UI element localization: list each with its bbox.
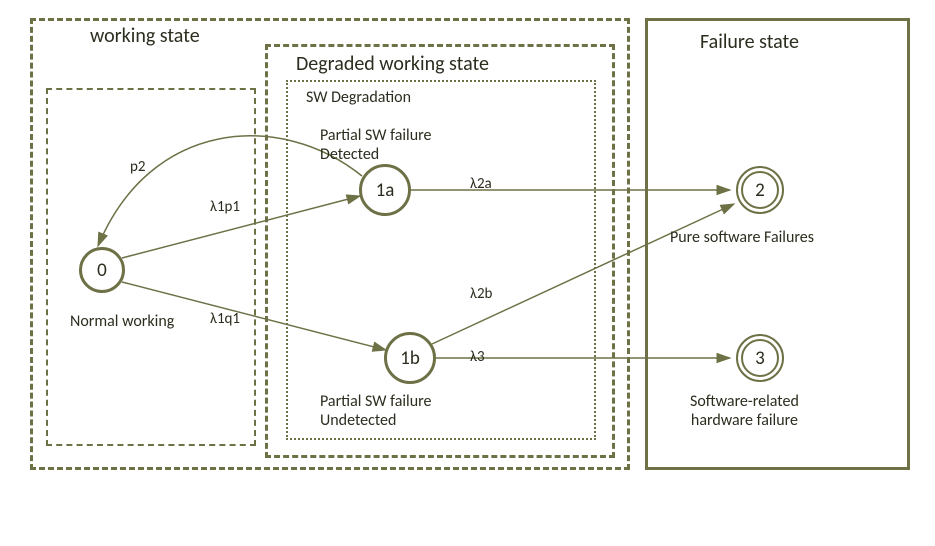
normal-working-title: Normal working: [70, 312, 174, 331]
state-node-1a: 1a: [359, 164, 411, 216]
state-node-1b-label: 1b: [400, 347, 420, 370]
caption-3: Software-related hardware failure: [690, 392, 799, 430]
edge-label-e2: λ1q1: [210, 310, 240, 328]
edge-label-e5: λ2b: [470, 285, 492, 303]
state-node-0-label: 0: [97, 259, 107, 282]
diagram-canvas: { "type": "state-diagram", "canvas": { "…: [0, 0, 935, 546]
state-node-3-label: 3: [755, 347, 765, 370]
normal-working-container: [46, 88, 256, 446]
sw-degradation-title: SW Degradation: [306, 88, 411, 107]
degraded-working-title: Degraded working state: [296, 52, 489, 76]
edge-label-e4: λ2a: [470, 175, 492, 193]
edge-label-e6: λ3: [470, 348, 485, 366]
caption-1b: Partial SW failure Undetected: [320, 392, 431, 430]
edge-label-e1: λ1p1: [210, 198, 240, 216]
caption-2: Pure software Failures: [670, 228, 814, 247]
working-state-title: working state: [90, 24, 200, 48]
state-node-2-label: 2: [755, 179, 765, 202]
failure-state-title: Failure state: [700, 30, 799, 54]
caption-1a: Partial SW failure Detected: [320, 126, 431, 164]
state-node-0: 0: [79, 247, 125, 293]
state-node-1a-label: 1a: [376, 179, 395, 202]
state-node-2: 2: [736, 166, 784, 214]
state-node-1b: 1b: [384, 332, 436, 384]
state-node-3: 3: [736, 334, 784, 382]
edge-label-e3: p2: [130, 158, 145, 176]
